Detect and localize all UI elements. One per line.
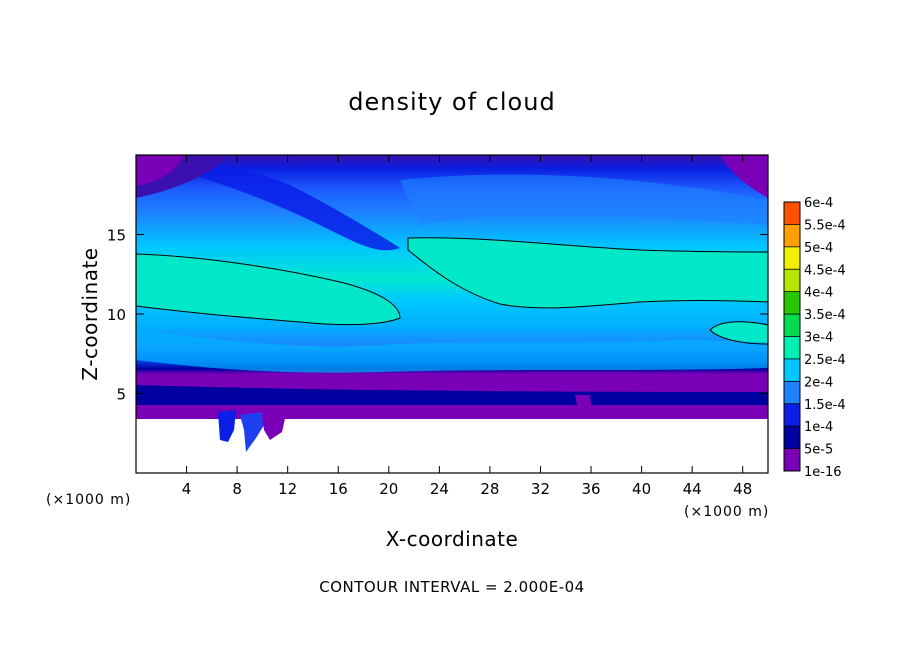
field-upper-right-purple bbox=[720, 155, 768, 198]
x-tick-label: 8 bbox=[232, 480, 242, 498]
field-mid-streaks bbox=[136, 330, 768, 373]
field-protrusion-b bbox=[240, 412, 264, 452]
colorbar-segment bbox=[784, 269, 800, 292]
x-tick-label: 4 bbox=[182, 480, 192, 498]
y-tick-label: 10 bbox=[107, 306, 126, 324]
colorbar-segment bbox=[784, 202, 800, 225]
field-empty-region bbox=[136, 419, 768, 473]
chart-title: density of cloud bbox=[348, 88, 556, 116]
y-axis-label: Z-coordinate bbox=[78, 247, 102, 381]
colorbar-segment bbox=[784, 358, 800, 382]
colorbar-segment bbox=[784, 381, 800, 404]
colorbar-label: 1e-16 bbox=[804, 465, 842, 480]
contour-line-right bbox=[407, 237, 768, 309]
field-right-lobe bbox=[408, 237, 768, 308]
colorbar-segment bbox=[784, 426, 800, 449]
field-dark-band bbox=[136, 158, 400, 251]
colorbar-segment bbox=[784, 314, 800, 337]
contour-interval: CONTOUR INTERVAL = 2.000E-04 bbox=[319, 578, 585, 596]
field-small-lobe bbox=[710, 321, 768, 344]
x-tick-label: 20 bbox=[379, 480, 398, 498]
y-tick-label: 15 bbox=[107, 227, 126, 245]
colorbar-label: 3.5e-4 bbox=[804, 308, 846, 323]
field-lower-band bbox=[136, 385, 768, 408]
colorbar-segment bbox=[784, 224, 800, 247]
field-left-lobe bbox=[136, 254, 400, 325]
colorbar-segment bbox=[784, 403, 800, 427]
colorbar-segment bbox=[784, 291, 800, 315]
colorbar-label: 5e-4 bbox=[804, 241, 833, 256]
density-field bbox=[136, 155, 768, 473]
y-tick-label: 5 bbox=[116, 386, 126, 404]
x-tick-label: 24 bbox=[430, 480, 449, 498]
colorbar bbox=[783, 201, 801, 472]
x-tick-label: 40 bbox=[632, 480, 651, 498]
x-tick-label: 44 bbox=[683, 480, 702, 498]
colorbar-labels: 1e-16 5e-5 1e-4 1.5e-4 2e-4 2.5e-4 3e-4 3.5e-4 4… bbox=[804, 196, 846, 480]
colorbar-segment bbox=[784, 336, 800, 359]
x-unit-right: (×1000 m) bbox=[684, 504, 770, 520]
colorbar-label: 3e-4 bbox=[804, 331, 833, 346]
contour-line-left bbox=[136, 253, 401, 326]
colorbar-label: 2e-4 bbox=[804, 375, 833, 390]
colorbar-label: 6e-4 bbox=[804, 196, 833, 211]
colorbar-label: 1e-4 bbox=[804, 420, 833, 435]
x-tick-label: 36 bbox=[581, 480, 600, 498]
colorbar-label: 5e-5 bbox=[804, 443, 833, 458]
x-tick-label: 48 bbox=[733, 480, 752, 498]
colorbar-label: 1.5e-4 bbox=[804, 398, 846, 413]
y-axis-ticks: 5 10 15 bbox=[107, 227, 768, 404]
colorbar-label: 4e-4 bbox=[804, 286, 833, 301]
field-upper-band bbox=[400, 174, 768, 225]
contour-line-small bbox=[709, 321, 768, 345]
x-tick-label: 32 bbox=[531, 480, 550, 498]
colorbar-label: 5.5e-4 bbox=[804, 218, 846, 233]
x-tick-label: 16 bbox=[329, 480, 348, 498]
x-axis-label: X-coordinate bbox=[385, 527, 519, 551]
field-bottom-edge bbox=[136, 405, 768, 419]
x-unit-left: (×1000 m) bbox=[46, 492, 132, 508]
field-protrusion-d bbox=[575, 395, 592, 418]
field-protrusion-a bbox=[218, 410, 236, 442]
x-tick-label: 12 bbox=[278, 480, 297, 498]
colorbar-segment bbox=[784, 246, 800, 270]
colorbar-segment bbox=[784, 448, 800, 471]
field-upper-left-purple bbox=[136, 155, 185, 186]
x-axis-ticks: 4 8 12 16 20 24 28 32 36 40 44 48 bbox=[182, 155, 752, 498]
field-protrusion-c bbox=[262, 414, 286, 440]
colorbar-label: 2.5e-4 bbox=[804, 353, 846, 368]
colorbar-label: 4.5e-4 bbox=[804, 263, 846, 278]
x-tick-label: 28 bbox=[480, 480, 499, 498]
